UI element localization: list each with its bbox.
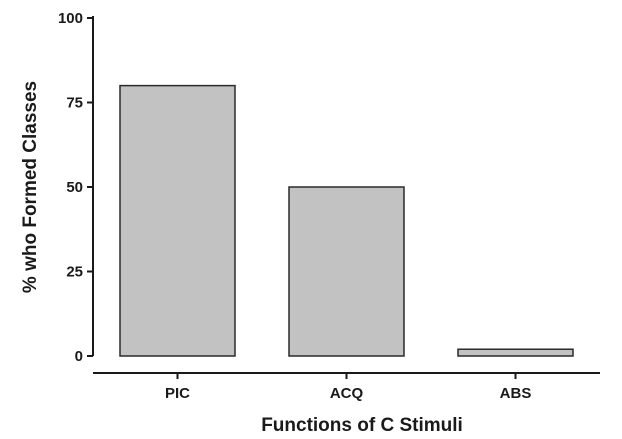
y-axis-title: % who Formed Classes [20,81,41,293]
bar-pic [119,84,236,357]
bars-group [119,84,574,357]
y-tick-label: 75 [66,95,83,112]
y-tick-label: 0 [75,348,83,365]
bar-acq [288,186,405,357]
x-axis-title: Functions of C Stimuli [261,415,463,436]
y-axis-ticks: 0 25 50 75 100 [58,10,93,365]
y-tick-label: 50 [66,179,83,196]
bar-abs [457,348,574,357]
x-axis-ticks: PIC ACQ ABS [165,373,531,402]
x-tick-label: ACQ [330,385,364,402]
y-tick-label: 100 [58,10,83,27]
x-tick-label: ABS [500,385,532,402]
y-tick-label: 25 [66,264,83,281]
x-tick-label: PIC [165,385,190,402]
